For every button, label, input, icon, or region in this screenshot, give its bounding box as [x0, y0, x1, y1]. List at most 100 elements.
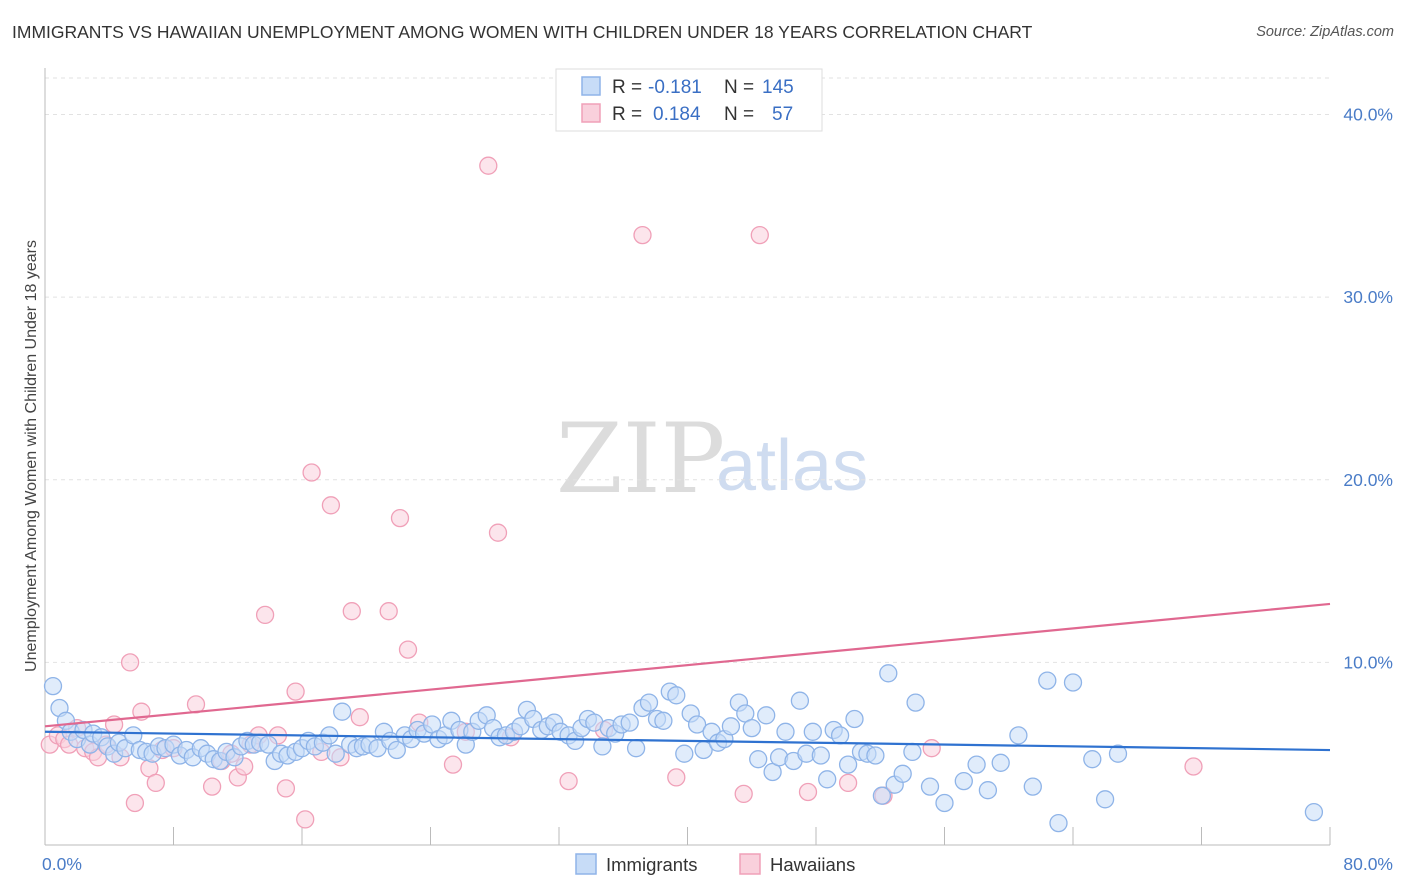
immigrants-point-118	[838, 755, 858, 774]
immigrants-point-134	[991, 753, 1010, 772]
chart-title: IMMIGRANTS VS HAWAIIAN UNEMPLOYMENT AMON…	[12, 22, 1033, 42]
hawaiians-point-41	[443, 755, 463, 774]
correlation-legend: R = -0.181 N = 145 R = 0.184 N = 57	[555, 68, 823, 132]
immigrants-point-52	[387, 740, 406, 760]
hawaiians-point-52	[798, 782, 818, 802]
y-tick-labels: 10.0% 20.0% 30.0% 40.0%	[1343, 105, 1393, 673]
immigrants-point-115	[818, 770, 837, 789]
hawaiians-point-46	[559, 771, 578, 791]
y-axis-label: Unemployment Among Women with Children U…	[23, 240, 40, 672]
hawaiians-point-36	[350, 708, 369, 727]
hawaiians-point-11	[120, 653, 140, 672]
immigrants-point-117	[830, 726, 850, 745]
hawaiians-point-50	[734, 784, 753, 804]
x-tick-label-max: 80.0%	[1343, 854, 1393, 874]
immigrants-point-109	[776, 722, 795, 741]
hawaiians-trend-line	[44, 602, 1331, 728]
hawaiians-point-44	[488, 523, 508, 542]
immigrants-point-137	[1038, 671, 1057, 690]
hawaiians-point-51	[750, 225, 769, 245]
legend-r-label-hawaiians: R =	[612, 104, 642, 125]
immigrants-point-89	[639, 693, 659, 712]
y-tick-label-0: 10.0%	[1343, 652, 1393, 672]
hawaiians-point-39	[398, 640, 418, 659]
hawaiians-point-35	[342, 602, 361, 621]
y-tick-label-3: 40.0%	[1343, 105, 1393, 125]
hawaiians-point-55	[922, 739, 941, 758]
immigrants-point-126	[893, 764, 912, 783]
legend-n-value-immigrants: 145	[762, 77, 794, 98]
hawaiians-point-37	[379, 602, 398, 621]
immigrants-point-119	[845, 709, 864, 729]
legend-r-value-immigrants: -0.181	[648, 77, 702, 98]
hawaiians-point-43	[479, 156, 498, 175]
immigrants-point-130	[935, 793, 954, 813]
bottom-legend-label-hawaiians: Hawaiians	[770, 854, 855, 875]
bottom-legend-swatch-immigrants	[575, 853, 597, 875]
immigrants-point-135	[1009, 726, 1028, 745]
immigrants-point-133	[978, 781, 998, 800]
legend-n-label-hawaiians: N =	[724, 104, 754, 125]
immigrants-point-123	[872, 786, 892, 805]
immigrants-point-106	[757, 706, 776, 725]
immigrants-trend-line	[44, 730, 1331, 752]
hawaiians-point-26	[255, 605, 275, 625]
immigrants-point-111	[790, 691, 810, 710]
grid-lines	[45, 77, 1330, 663]
immigrants-point-140	[1083, 750, 1102, 769]
immigrants-point-132	[967, 755, 986, 774]
immigrants-point-141	[1095, 790, 1115, 809]
immigrants-point-136	[1023, 777, 1042, 796]
immigrants-point-122	[866, 746, 885, 765]
hawaiians-point-29	[286, 682, 305, 701]
bottom-legend-swatch-hawaiians	[739, 853, 761, 875]
immigrants-point-87	[626, 739, 646, 758]
x-tick-label-min: 0.0%	[42, 854, 82, 874]
immigrants-point-94	[675, 744, 694, 763]
source-label: Source: ZipAtlas.com	[1256, 24, 1394, 40]
immigrants-point-131	[954, 771, 973, 791]
hawaiians-point-33	[321, 496, 341, 515]
hawaiians-point-12	[125, 793, 145, 813]
immigrants-point-104	[742, 718, 761, 738]
immigrants-point-128	[906, 693, 925, 712]
hawaiians-point-53	[838, 773, 858, 793]
series-hawaiians-points	[40, 156, 1203, 829]
immigrants-point-91	[654, 711, 673, 730]
immigrants-point-0	[43, 676, 63, 696]
immigrants-point-113	[803, 722, 822, 741]
immigrants-point-44	[333, 702, 352, 721]
legend-n-label-immigrants: N =	[724, 77, 754, 98]
immigrants-point-43	[326, 744, 345, 763]
immigrants-point-143	[1304, 802, 1324, 822]
series-immigrants-points	[43, 664, 1324, 833]
immigrants-point-138	[1049, 813, 1068, 833]
hawaiians-point-28	[276, 779, 296, 798]
immigrants-point-82	[593, 737, 612, 756]
legend-r-value-hawaiians: 0.184	[653, 104, 701, 125]
trend-lines	[44, 602, 1331, 752]
immigrants-point-33	[259, 735, 278, 754]
immigrants-point-86	[620, 713, 639, 732]
immigrants-point-129	[920, 777, 940, 796]
hawaiians-point-19	[202, 777, 222, 796]
hawaiians-point-30	[296, 810, 315, 829]
watermark-zip: ZIP	[556, 403, 725, 515]
bottom-legend-label-immigrants: Immigrants	[606, 854, 698, 875]
hawaiians-point-15	[146, 773, 165, 793]
x-tick-labels: 0.0% 80.0%	[42, 854, 1393, 874]
immigrants-point-127	[903, 742, 922, 762]
immigrants-point-142	[1108, 744, 1128, 763]
hawaiians-point-56	[1184, 757, 1203, 776]
immigrants-point-105	[749, 750, 768, 769]
immigrants-point-101	[721, 717, 741, 736]
immigrants-point-96	[687, 715, 707, 734]
legend-n-value-hawaiians: 57	[772, 104, 793, 125]
y-tick-label-1: 20.0%	[1343, 470, 1393, 490]
watermark-atlas: atlas	[716, 426, 868, 506]
immigrants-point-93	[667, 686, 686, 705]
immigrants-point-114	[811, 746, 830, 765]
hawaiians-point-48	[633, 225, 652, 245]
series-legend: Immigrants Hawaiians	[575, 853, 855, 875]
